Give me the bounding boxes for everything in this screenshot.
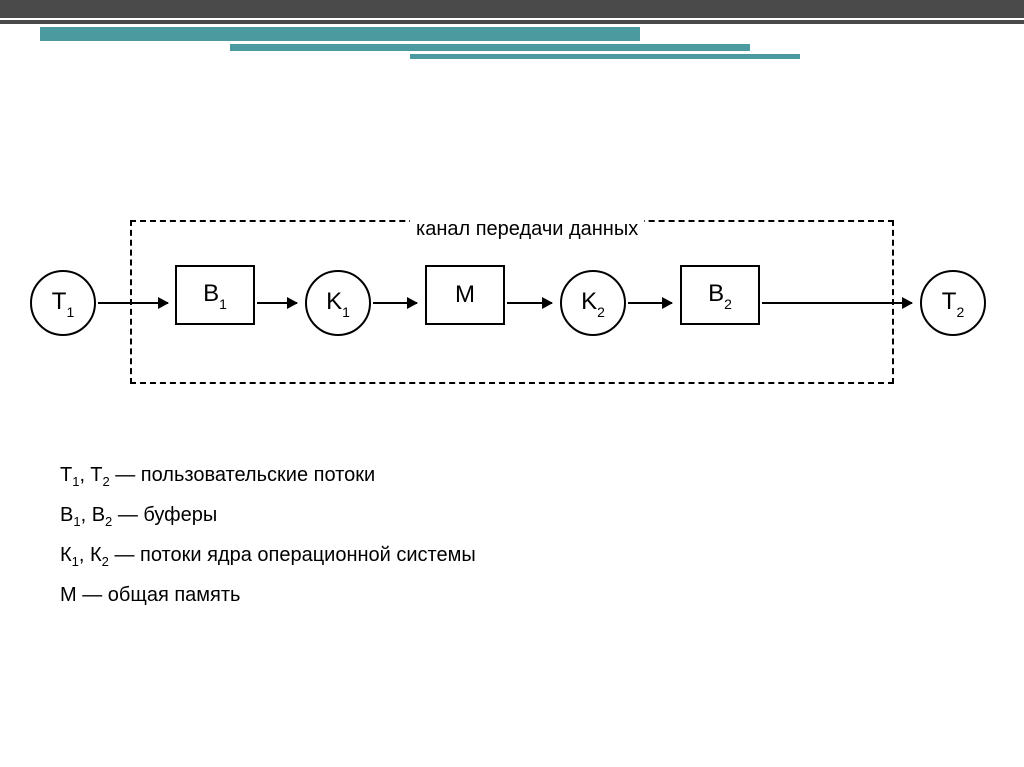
legend-sub: 2 [102, 474, 109, 489]
channel-label: канал передачи данных [410, 218, 644, 241]
legend-sub: 1 [72, 554, 79, 569]
legend-sub: 2 [102, 554, 109, 569]
decoration-stripe [40, 27, 640, 41]
node-m: M [425, 265, 505, 325]
decoration-stripe [0, 20, 1024, 24]
node-t1: T1 [30, 270, 96, 336]
legend-text: , [79, 464, 90, 486]
legend-text: , [81, 504, 92, 526]
legend-text: M [60, 584, 77, 606]
legend-text: — буферы [112, 504, 217, 526]
legend-text: , [79, 544, 90, 566]
node-b2: B2 [680, 265, 760, 325]
legend-text: — общая память [77, 584, 241, 606]
legend-text: К [60, 544, 72, 566]
legend-text: — пользовательские потоки [110, 464, 375, 486]
node-b1: B1 [175, 265, 255, 325]
arrow [98, 302, 168, 304]
legend-text: — потоки ядра операционной системы [109, 544, 476, 566]
legend-text: B [60, 504, 73, 526]
legend: T1, T2 — пользовательские потоки B1, B2 … [60, 455, 476, 615]
legend-line-2: B1, B2 — буферы [60, 495, 476, 535]
legend-text: T [90, 464, 102, 486]
legend-line-1: T1, T2 — пользовательские потоки [60, 455, 476, 495]
decoration-stripe [230, 44, 750, 51]
decoration-stripe [0, 0, 1024, 18]
arrow [628, 302, 672, 304]
legend-line-3: К1, К2 — потоки ядра операционной систем… [60, 535, 476, 575]
node-k1: K1 [305, 270, 371, 336]
legend-line-4: M — общая память [60, 575, 476, 615]
arrow [373, 302, 417, 304]
data-channel-diagram: канал передачи данных T1 B1 K1 M K2 B2 T2 [30, 220, 990, 390]
legend-text: B [92, 504, 105, 526]
legend-sub: 1 [73, 514, 80, 529]
legend-text: К [90, 544, 102, 566]
legend-text: T [60, 464, 72, 486]
decoration-stripe [410, 54, 800, 59]
node-t2: T2 [920, 270, 986, 336]
node-k2: K2 [560, 270, 626, 336]
arrow [507, 302, 552, 304]
arrow [257, 302, 297, 304]
arrow [762, 302, 912, 304]
